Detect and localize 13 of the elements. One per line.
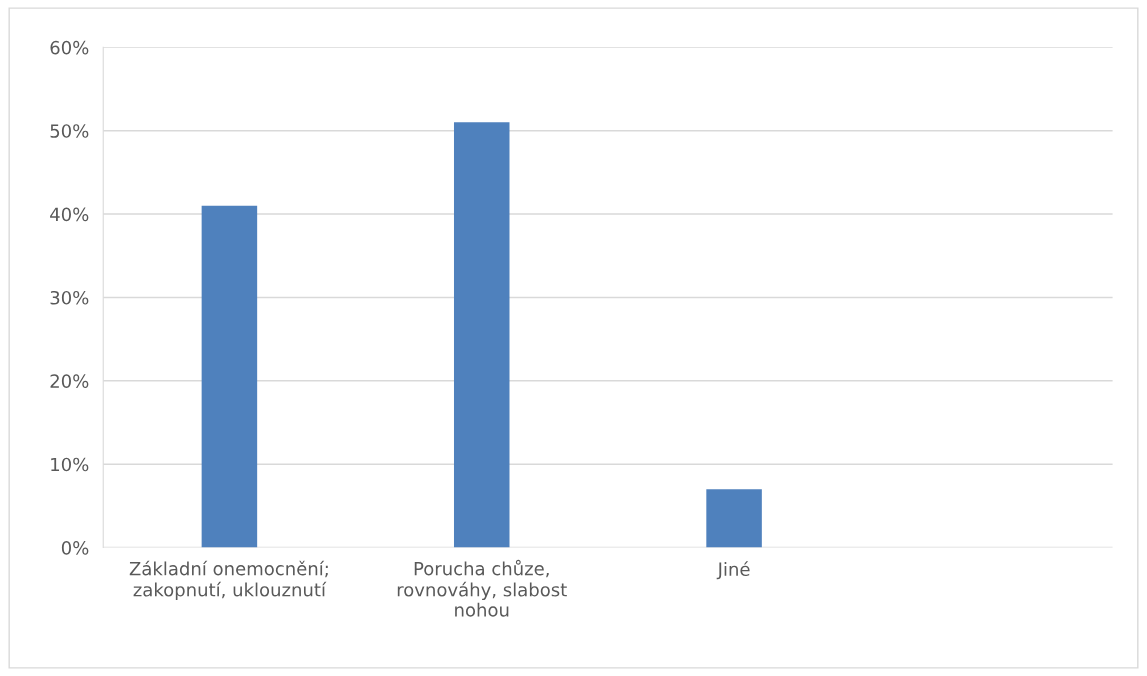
x-tick-label: Jiné	[716, 561, 750, 580]
y-tick-label: 20%	[50, 374, 89, 388]
y-tick-label: 0%	[61, 541, 89, 555]
bar	[201, 205, 258, 548]
y-tick-label: 50%	[50, 124, 89, 138]
bar	[453, 122, 510, 548]
y-tick-label: 10%	[51, 457, 89, 472]
y-tick-label: 40%	[50, 207, 89, 222]
bar	[706, 489, 762, 548]
x-tick-label: Porucha chůze, rovnováhy, slabost nohou	[397, 559, 567, 617]
x-tick-label: Základní onemocnění; zakopnutí, uklouznutí	[129, 560, 328, 601]
y-tick-label: 60%	[50, 40, 89, 55]
y-tick-label: 30%	[50, 290, 89, 305]
